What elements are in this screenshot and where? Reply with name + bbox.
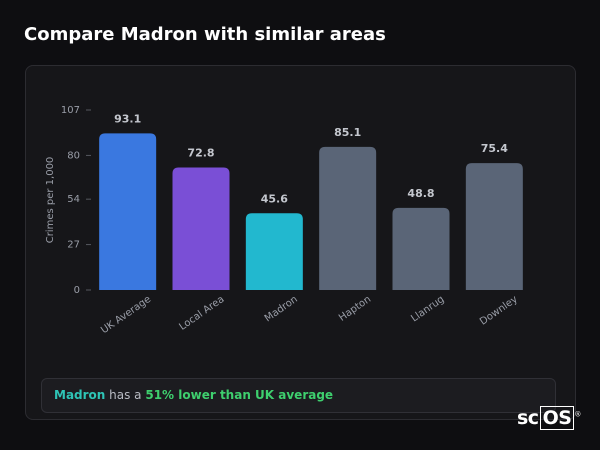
y-tick-label: 107 (61, 105, 80, 116)
logo: sc OS ® (517, 406, 581, 430)
place-name: Madron (54, 388, 106, 402)
value-label: 75.4 (481, 142, 508, 155)
bar (245, 213, 303, 290)
bar (392, 207, 450, 290)
page-title: Compare Madron with similar areas (24, 24, 386, 45)
summary-text: has a (105, 388, 146, 402)
logo-box: OS (539, 406, 575, 430)
value-label: 93.1 (114, 112, 141, 125)
value-label: 45.6 (261, 192, 288, 205)
bar (465, 163, 523, 290)
value-label: 72.8 (187, 147, 214, 160)
x-tick-label: Llanrug (409, 294, 446, 325)
x-tick-label: Madron (263, 294, 300, 324)
bar (319, 146, 377, 290)
x-tick-label: Hapton (337, 294, 373, 324)
summary-highlight: 51% lower than UK average (145, 388, 334, 402)
logo-text: sc (517, 407, 539, 429)
summary-box: Madron has a 51% lower than UK average (41, 378, 556, 413)
y-tick-label: 27 (67, 240, 80, 251)
value-label: 48.8 (407, 187, 434, 200)
y-tick-label: 80 (67, 150, 80, 161)
x-tick-label: Local Area (177, 294, 226, 333)
y-axis-label: Crimes per 1,000 (45, 157, 56, 244)
bar (99, 133, 157, 290)
x-tick-label: UK Average (99, 294, 153, 336)
value-label: 85.1 (334, 126, 361, 139)
x-tick-label: Downley (478, 294, 520, 328)
bar (172, 167, 230, 290)
y-tick-label: 54 (67, 194, 80, 205)
logo-mark: ® (574, 410, 581, 419)
y-tick-label: 0 (74, 285, 80, 296)
